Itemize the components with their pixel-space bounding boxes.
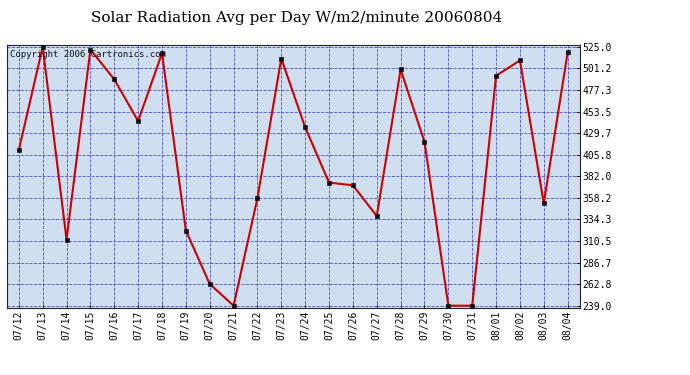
Text: Copyright 2006 Cartronics.com: Copyright 2006 Cartronics.com bbox=[10, 50, 166, 59]
Text: Solar Radiation Avg per Day W/m2/minute 20060804: Solar Radiation Avg per Day W/m2/minute … bbox=[91, 11, 502, 25]
